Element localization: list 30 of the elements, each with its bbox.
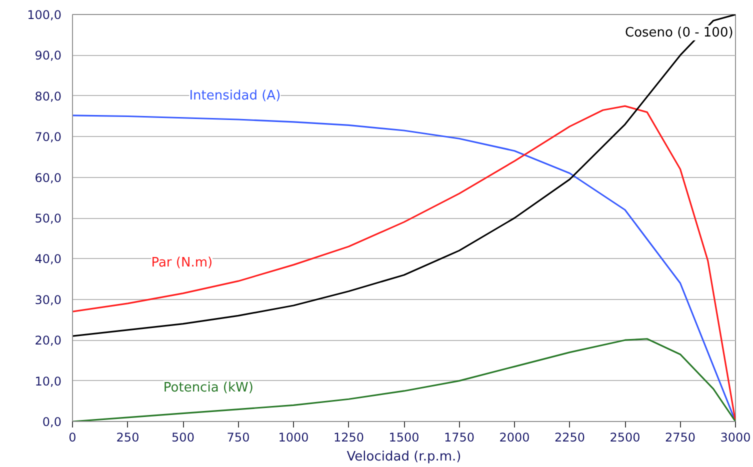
series-label: Par (N.m) <box>151 255 213 270</box>
x-tick-label: 1000 <box>278 430 309 444</box>
y-tick-label: 80,0 <box>34 89 62 104</box>
y-tick-label: 60,0 <box>34 170 62 185</box>
series-label: Potencia (kW) <box>163 380 254 396</box>
y-tick-label: 50,0 <box>34 212 62 226</box>
x-tick-label: 1250 <box>333 430 364 444</box>
series-label: Intensidad (A) <box>189 88 281 104</box>
line-series <box>72 14 736 337</box>
x-tick-label: 2500 <box>610 430 640 444</box>
y-tick-label: 40,0 <box>34 252 62 266</box>
x-tick-label: 0 <box>68 430 76 444</box>
x-tick-label: 250 <box>116 430 140 444</box>
x-tick-label: 3000 <box>720 430 751 444</box>
y-tick-label: 100,0 <box>27 8 62 22</box>
x-tick-label: 2750 <box>664 430 696 444</box>
x-tick-label: 500 <box>172 430 194 444</box>
y-tick-label: 10,0 <box>34 374 62 388</box>
series-label: Coseno (0 - 100) <box>624 25 734 40</box>
y-tick-label: 30,0 <box>34 292 62 307</box>
x-axis-title: Velocidad (r.p.m.) <box>346 450 462 464</box>
x-tick-label: 2250 <box>554 430 586 444</box>
y-tick-label: 90,0 <box>34 48 62 63</box>
x-tick-label: 1500 <box>388 430 420 444</box>
x-tick-label: 1750 <box>444 430 475 444</box>
x-tick-label: 2000 <box>499 430 530 444</box>
y-tick-label: 70,0 <box>34 130 62 144</box>
x-tick-label: 750 <box>226 430 250 444</box>
y-tick-label: 0,0 <box>42 415 62 429</box>
y-tick-label: 20,0 <box>34 334 62 348</box>
